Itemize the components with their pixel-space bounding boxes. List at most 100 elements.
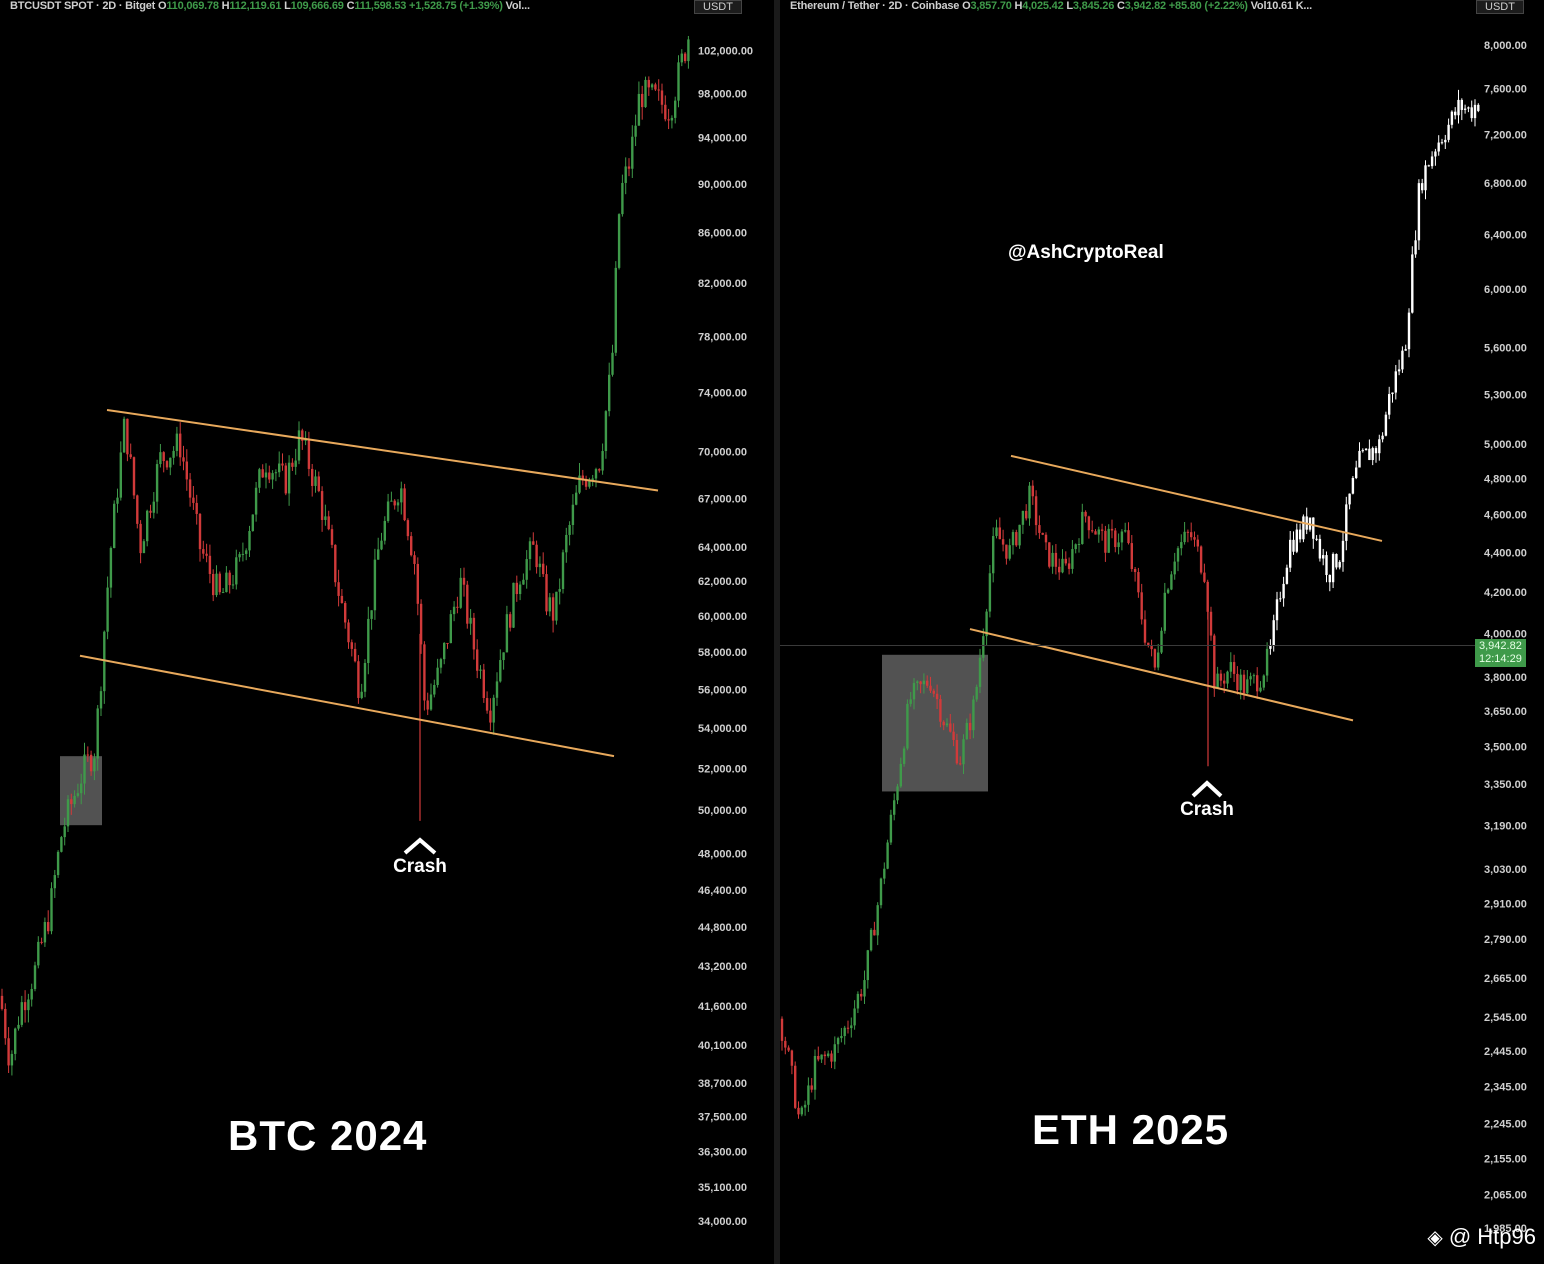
- candle-body: [561, 552, 565, 590]
- candle-body: [1265, 648, 1269, 676]
- candle-body: [1031, 485, 1034, 497]
- candle-body: [1328, 574, 1331, 583]
- candle-body: [1120, 531, 1124, 543]
- candle-body: [657, 89, 660, 91]
- candle-body: [1226, 671, 1229, 684]
- candle-body: [909, 699, 912, 704]
- candle-body: [1262, 675, 1265, 688]
- y-axis-tick-label: 41,600.00: [698, 1001, 747, 1013]
- candle-body: [548, 597, 551, 612]
- btc-candlestick-chart[interactable]: 102,000.00 98,000.00 94,000.00 90,000.00 86,…: [0, 0, 774, 1264]
- candle-body: [856, 993, 860, 1009]
- candle-body: [142, 541, 146, 554]
- btc-currency-unit[interactable]: USDT: [694, 0, 742, 14]
- y-axis-tick-label: 78,000.00: [698, 331, 747, 343]
- candle-body: [555, 591, 558, 621]
- channel-trendline[interactable]: [969, 628, 1354, 722]
- candle-body: [660, 90, 664, 105]
- candle-body: [1361, 450, 1364, 452]
- y-axis-tick-label: 58,000.00: [698, 647, 747, 659]
- btc-chart-panel[interactable]: 102,000.00 98,000.00 94,000.00 90,000.00 86,…: [0, 0, 774, 1264]
- candle-body: [70, 799, 73, 805]
- y-axis-tick-label: 102,000.00: [698, 46, 753, 58]
- candle-body: [1170, 574, 1173, 590]
- candle-body: [149, 510, 152, 513]
- candle-body: [1272, 620, 1275, 646]
- btc-title: BTC 2024: [228, 1112, 428, 1159]
- candle-body: [515, 582, 518, 595]
- candle-body: [159, 452, 162, 465]
- candle-body: [469, 617, 472, 624]
- candle-body: [23, 1002, 27, 1011]
- eth-open-label: O: [962, 0, 971, 12]
- candle-body: [132, 457, 136, 496]
- candle-body: [396, 502, 400, 506]
- candle-body: [334, 544, 337, 583]
- candle-body: [406, 520, 410, 537]
- y-axis-tick-label: 2,545.00: [1484, 1012, 1527, 1024]
- y-axis-tick-label: 60,000.00: [698, 611, 747, 623]
- candle-body: [1124, 530, 1127, 532]
- candle-body: [1153, 649, 1157, 668]
- y-axis-tick-label: 50,000.00: [698, 805, 747, 817]
- candle-body: [37, 941, 40, 966]
- channel-trendline[interactable]: [1010, 454, 1383, 542]
- candle-body: [528, 541, 532, 560]
- candle-body: [889, 814, 893, 843]
- candle-body: [1460, 99, 1463, 110]
- candle-body: [644, 79, 647, 108]
- eth-chart-panel[interactable]: 8,000.00 7,600.00 7,200.00 6,800.00 6,400.00…: [780, 0, 1544, 1264]
- y-axis-tick-label: 90,000.00: [698, 179, 747, 191]
- candle-body: [103, 631, 106, 692]
- candle-body: [680, 53, 683, 63]
- btc-high-label: H: [221, 0, 230, 12]
- candle-body: [126, 418, 129, 455]
- y-axis-tick-label: 34,000.00: [698, 1216, 747, 1228]
- candle-body: [959, 763, 962, 765]
- candle-body: [525, 559, 528, 580]
- y-axis-tick-label: 3,500.00: [1484, 742, 1527, 754]
- candle-body: [1018, 524, 1021, 546]
- candle-body: [820, 1054, 823, 1060]
- candle-body: [215, 573, 218, 596]
- y-axis-tick-label: 5,000.00: [1484, 439, 1527, 451]
- candle-body: [916, 681, 919, 684]
- candle-body: [1183, 531, 1186, 543]
- candle-body: [198, 513, 202, 550]
- eth-candlestick-chart[interactable]: 8,000.00 7,600.00 7,200.00 6,800.00 6,400.00…: [780, 0, 1544, 1264]
- channel-trendline[interactable]: [79, 654, 615, 758]
- candle-body: [1269, 645, 1272, 649]
- candle-body: [419, 603, 423, 645]
- candle-body: [43, 922, 47, 943]
- candle-body: [1345, 504, 1348, 541]
- candle-body: [284, 465, 287, 494]
- candle-body: [935, 693, 939, 700]
- channel-trendline[interactable]: [106, 408, 659, 492]
- candle-body: [367, 618, 370, 664]
- candle-body: [1001, 539, 1005, 545]
- candle-body: [637, 93, 641, 126]
- candle-body: [439, 659, 443, 668]
- candle-body: [634, 125, 637, 137]
- eth-low-value: 3,845.26: [1072, 0, 1115, 12]
- candle-body: [1322, 555, 1325, 559]
- candle-body: [271, 473, 274, 480]
- y-axis-tick-label: 3,030.00: [1484, 864, 1527, 876]
- eth-open-value: 3,857.70: [970, 0, 1012, 12]
- candle-body: [853, 1008, 856, 1026]
- candle-body: [1348, 493, 1351, 505]
- candle-body: [1295, 529, 1298, 552]
- candle-body: [116, 497, 119, 504]
- y-axis-tick-label: 37,500.00: [698, 1112, 747, 1124]
- candle-body: [1384, 414, 1388, 436]
- candle-body: [840, 1036, 843, 1039]
- y-axis-tick-label: 5,300.00: [1484, 389, 1527, 401]
- candle-body: [617, 214, 621, 268]
- candle-body: [575, 492, 578, 505]
- y-axis-tick-label: 5,600.00: [1484, 343, 1527, 355]
- candle-body: [393, 500, 396, 506]
- candle-body: [1351, 477, 1355, 494]
- eth-currency-unit[interactable]: USDT: [1476, 0, 1524, 14]
- candle-body: [317, 476, 320, 492]
- candle-body: [390, 500, 393, 502]
